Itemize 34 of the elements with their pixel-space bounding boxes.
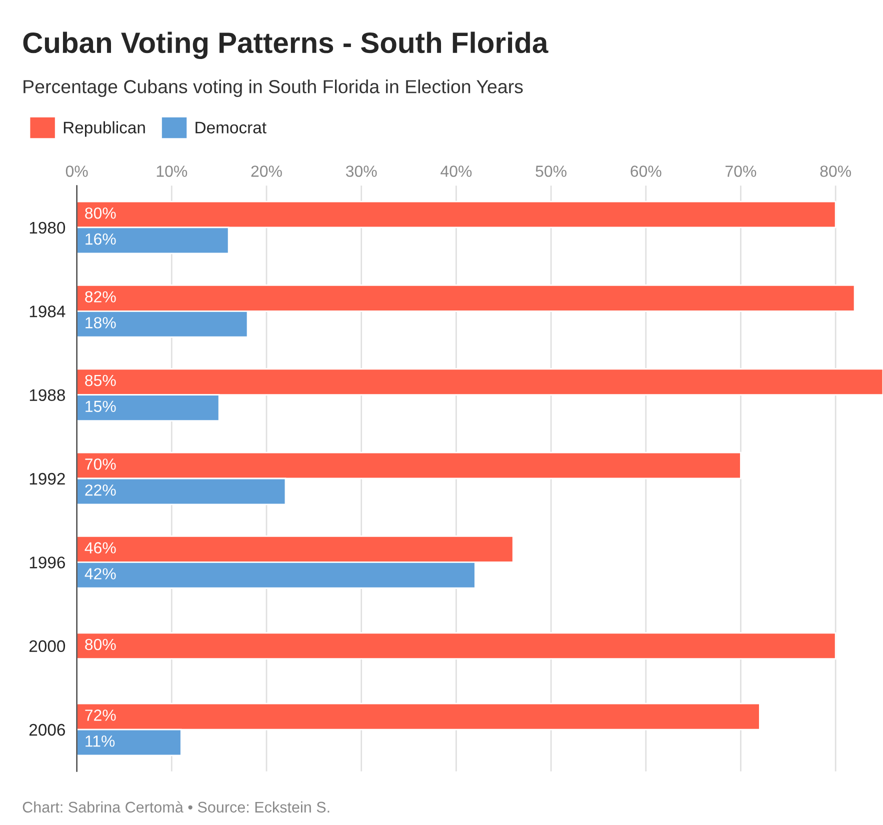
x-tick-label: 40%: [440, 166, 472, 177]
data-label: 80%: [85, 638, 116, 650]
text: Chart: Sabrina Certomà • Source: Eckstein S.: [22, 801, 330, 813]
y-tick-label: 2006: [29, 724, 65, 736]
y-tick-label: 2000: [29, 640, 66, 652]
legend-label: Republican: [64, 121, 145, 137]
chart-title: Cuban Voting Patterns - South Florida: [23, 32, 548, 60]
x-tick-label: 60%: [630, 166, 662, 177]
data-label: 85%: [85, 374, 116, 386]
x-tick-label: 80%: [820, 166, 851, 177]
x-tick-label: 20%: [251, 166, 282, 177]
data-label: 16%: [86, 233, 116, 245]
data-label: 72%: [85, 710, 116, 721]
y-tick-label: 1980: [30, 222, 66, 234]
x-tick-label: 0%: [66, 166, 88, 177]
y-tick-label: 1984: [30, 306, 66, 318]
y-tick-label: 1996: [30, 556, 65, 568]
data-label: 11%: [86, 736, 115, 747]
data-label: 22%: [85, 484, 116, 496]
x-tick-label: 30%: [346, 166, 377, 177]
data-label: 70%: [85, 458, 116, 470]
x-tick-label: 70%: [726, 166, 756, 177]
y-tick-label: 1992: [30, 472, 65, 485]
data-label: 15%: [86, 400, 116, 412]
x-tick-label: 50%: [536, 166, 566, 177]
data-label: 80%: [85, 207, 116, 219]
legend-label: Democrat: [196, 122, 266, 134]
data-label: 42%: [84, 568, 116, 580]
chart-subtitle: Percentage Cubans voting in South Florida in Election Years: [24, 80, 523, 98]
x-tick-label: 10%: [156, 166, 188, 177]
data-label: 46%: [84, 542, 116, 554]
data-label: 18%: [86, 317, 116, 328]
data-label: 82%: [85, 291, 116, 302]
y-tick-label: 1988: [30, 389, 65, 402]
